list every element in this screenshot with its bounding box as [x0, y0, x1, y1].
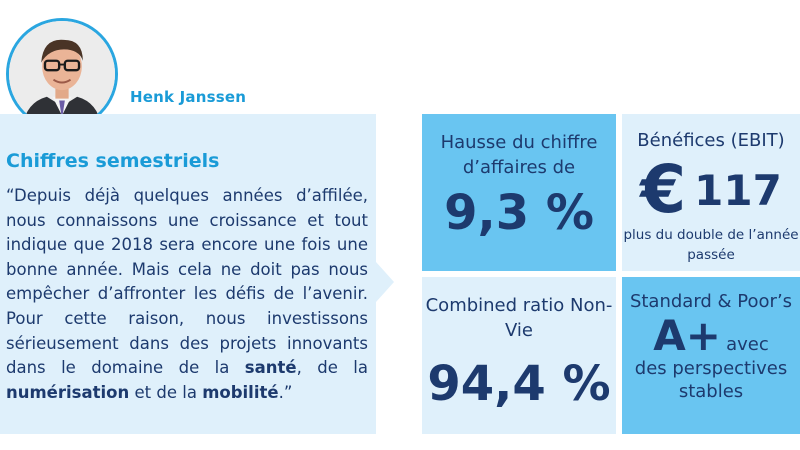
- tile-label: Standard & Poor’s: [629, 291, 793, 312]
- quote-panel: Chiffres semestriels “Depuis déjà quelqu…: [0, 114, 376, 434]
- keyword-digital: numérisation: [6, 382, 130, 402]
- ebit-amount: € 117: [622, 157, 800, 223]
- euro-symbol: €: [640, 151, 687, 228]
- tile-value: 94,4 %: [427, 356, 611, 412]
- quote-text: “Depuis déjà quelques années d’affilée, …: [6, 186, 368, 402]
- tile-combined-ratio: Combined ratio Non-Vie 94,4 %: [422, 277, 616, 434]
- person-name: Henk Janssen: [130, 88, 247, 106]
- keyword-health: santé: [244, 358, 297, 378]
- tile-label: Bénéfices (EBIT): [637, 130, 785, 151]
- tile-note: des perspectives stables: [634, 358, 788, 402]
- keyword-mobility: mobilité: [202, 382, 279, 402]
- tile-value: 9,3 %: [444, 185, 594, 241]
- tile-label: Combined ratio Non-Vie: [425, 295, 613, 341]
- quote-pointer: [376, 262, 394, 302]
- quote-title: Chiffres semestriels: [6, 150, 220, 172]
- tile-ebit: Bénéfices (EBIT) € 117 plus du double de…: [622, 114, 800, 271]
- portrait-photo: [9, 21, 115, 127]
- tile-note: plus du double de l’année passée: [623, 227, 799, 263]
- tile-revenue-growth: Hausse du chiffre d’affaires de 9,3 %: [422, 114, 616, 271]
- tile-label: Hausse du chiffre d’affaires de: [440, 132, 598, 178]
- rating-suffix: avec: [726, 334, 769, 355]
- tile-value: 117: [694, 165, 782, 215]
- rating-line: A+ avec: [622, 315, 800, 357]
- tile-value: A+: [653, 311, 721, 360]
- tile-rating: Standard & Poor’s A+ avec des perspectiv…: [622, 277, 800, 434]
- avatar: [6, 18, 118, 130]
